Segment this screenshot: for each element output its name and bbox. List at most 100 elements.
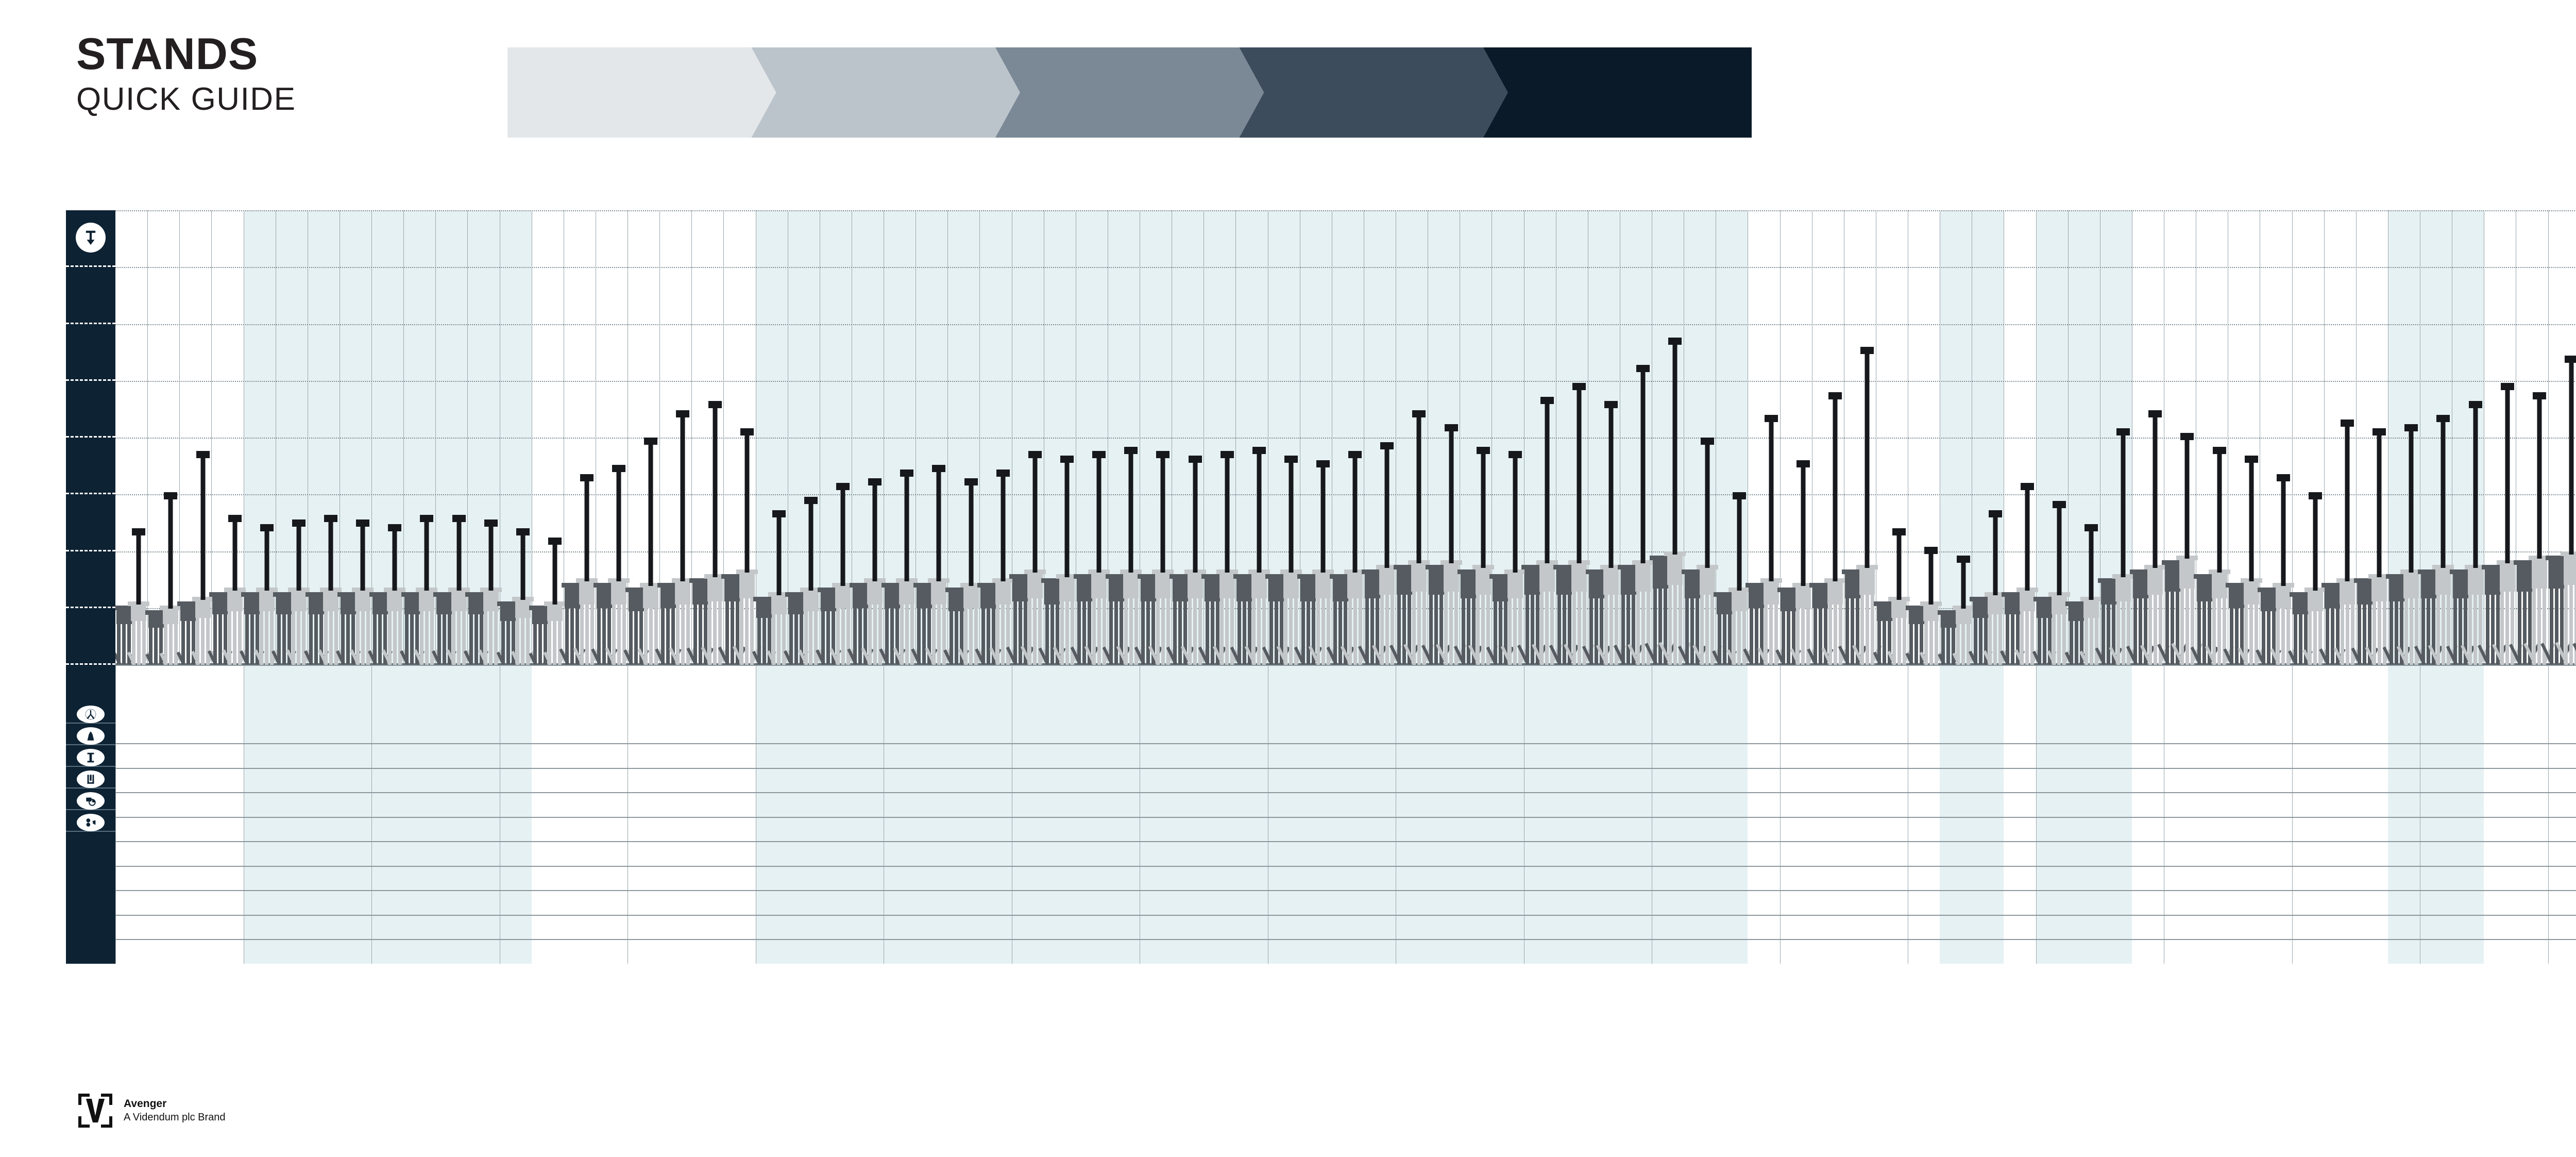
stand-collar [2179,559,2195,564]
stand-collar [1219,573,1235,578]
stand-riser-cap [964,478,978,486]
stand-glyph [350,519,376,665]
stand-glyph [1838,569,1867,665]
stand-leg [2441,593,2445,665]
stand-leg [131,619,135,665]
stand-top-cap [1329,574,1351,579]
progress-chevron-step-3 [995,47,1264,138]
stand-leg [238,609,242,665]
stand-leg [201,615,205,665]
stand-leg [457,609,461,665]
stand-leg [255,612,259,665]
stand-leg [1856,596,1860,665]
table-column-divider [1780,665,1781,964]
stand-top-cap [177,601,199,606]
stand-leg [2549,586,2553,665]
stand-glyph [1308,460,1338,665]
stand-leg [2528,589,2532,665]
stand-leg [1481,593,1485,665]
stand-leg [693,602,697,665]
stand-leg [1408,593,1412,665]
stand-leg [1664,586,1668,665]
stand-leg [1454,589,1459,665]
stand-leg [814,609,818,665]
stand-collar [1461,573,1477,578]
stand-glyph [1070,574,1098,665]
stand-glyph [2446,569,2476,665]
stand-leg [629,609,633,665]
stand-leg [1914,622,1919,665]
stand-riser-cap [1092,451,1106,459]
stand-leg [917,606,921,665]
stand-leg [2144,596,2148,665]
stand-leg [1380,593,1384,665]
stand-leg [612,602,616,665]
stand-leg [2574,583,2576,665]
stand-leg [1376,596,1380,665]
stand-glyph [1743,583,1770,665]
height-arrow-down-icon [76,223,106,253]
stand-leg [1967,622,1971,665]
stand-collar [2549,559,2565,564]
table-row-divider [115,841,2576,843]
stand-leg [1764,602,1768,665]
stand-leg [1540,589,1544,665]
stand-top-cap [2546,556,2568,561]
stand-collar [1524,568,1540,573]
stand-collar [1187,573,1203,578]
stand-collar [1027,573,1043,578]
stand-collar [2420,573,2436,578]
stand-top-cap [273,592,295,597]
stand-leg [686,602,690,665]
progress-chevron-step-5 [1483,47,1752,138]
stand-riser [1289,456,1294,573]
stand-leg [2468,593,2472,665]
stand-leg [1173,599,1177,665]
stand-leg [1439,593,1444,665]
stand-leg [2153,593,2157,665]
stand-leg [858,606,862,665]
stand-leg [137,619,141,665]
stand-collar [2357,582,2372,587]
stand-glyph [2014,483,2040,665]
stand-leg [2377,599,2381,665]
stand-riser-cap [2372,428,2386,436]
stand-leg [1604,593,1608,665]
stand-collar [2388,577,2404,582]
stand-collar [899,582,915,587]
stand-leg [314,612,318,665]
stand-riser [2473,401,2478,568]
stand-collar [2147,568,2163,573]
stand-collar [451,591,467,596]
chart-gridline-vertical [2324,210,2325,665]
footer-brand-name: Avenger [124,1098,167,1110]
stand-collar [2115,577,2131,582]
stand-leg [2345,602,2349,665]
stand-leg [1120,599,1124,665]
stand-riser [2345,419,2350,582]
stand-glyph [1968,596,1993,665]
stand-riser-cap [580,474,594,481]
stand-collar [2196,577,2212,582]
stand-collar [2307,591,2323,596]
stand-riser-cap [1316,460,1330,468]
stand-leg [2496,593,2500,665]
stand-riser [232,514,238,591]
footer-brand: Avenger A Videndum plc Brand [76,1092,226,1130]
footer-text-block: Avenger A Videndum plc Brand [124,1097,226,1124]
stand-collar [1140,577,1156,582]
stand-collar [180,605,196,610]
stand-collar [2275,586,2291,592]
stand-leg [942,602,946,665]
stand-riser [1833,392,1838,582]
stand-glyph [605,464,633,665]
stand-leg [163,622,167,665]
stand-leg [2148,593,2152,665]
stand-glyph [1807,583,1834,665]
stand-leg [2094,615,2098,665]
stand-leg [1013,599,1017,665]
stand-glyph [2079,524,2104,665]
stand-riser-cap [2148,410,2162,418]
stand-leg [2272,609,2276,665]
stand-leg [538,622,542,665]
